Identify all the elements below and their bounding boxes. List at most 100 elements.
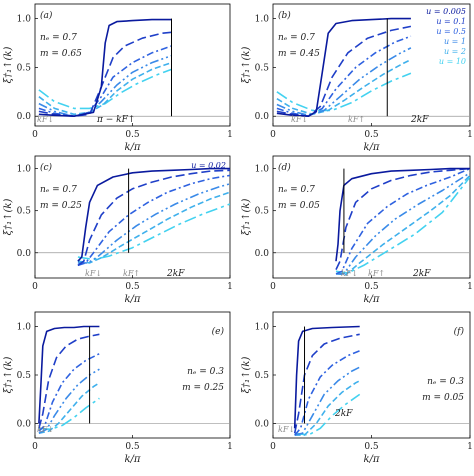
series-line-u-2 xyxy=(335,174,470,276)
y-tick-label: 1.0 xyxy=(17,323,32,333)
panel-param: nₑ = 0.7 xyxy=(40,33,77,43)
legend-entry-u-1: u = 1 xyxy=(444,37,466,46)
series-line-u-0.5 xyxy=(38,45,172,117)
panel-tag: (f) xyxy=(454,326,465,337)
x-axis-label: k/π xyxy=(363,294,379,305)
panel-b: 0 0.5 1 0.0 0.5 1.0 k/π ξ†₁↑(k) (b) nₑ = 0.7 m = 0… xyxy=(241,3,473,153)
y-tick-label: 1.0 xyxy=(255,15,270,25)
y-tick-label: 1.0 xyxy=(17,165,32,175)
annotation: u = 0.02 xyxy=(191,161,226,170)
series-line-u-0.1 xyxy=(335,167,470,270)
panel-param: nₑ = 0.3 xyxy=(427,377,464,387)
series-line-u-2 xyxy=(276,58,412,116)
x-tick-label: 1 xyxy=(227,130,233,140)
y-axis-label: ξ†₁↑(k) xyxy=(3,357,14,394)
x-tick-label: 1 xyxy=(227,442,233,452)
y-axis-label: ξ†₁↑(k) xyxy=(3,199,14,236)
x-axis-label: k/π xyxy=(363,142,379,153)
y-tick-label: 0.5 xyxy=(255,371,270,381)
axes-frame xyxy=(34,155,231,279)
y-axis-label: ξ†₁↑(k) xyxy=(241,199,252,236)
series-line-u-10 xyxy=(38,397,100,431)
panel-c: 0 0.5 1 0.0 0.5 1.0 k/π ξ†₁↑(k) (c) nₑ = 0.7 m = 0… xyxy=(3,155,233,305)
panel-param: m = 0.25 xyxy=(182,383,224,393)
y-tick-label: 1.0 xyxy=(255,323,270,333)
x-axis-label: k/π xyxy=(124,454,140,465)
series-line-u-0.5 xyxy=(77,174,230,267)
panel-param: nₑ = 0.7 xyxy=(40,185,77,195)
x-axis-label: k/π xyxy=(363,454,379,465)
annotation: 2kF xyxy=(334,409,353,419)
series-line-u-0.1 xyxy=(77,169,230,267)
x-tick-label: 0 xyxy=(270,130,276,140)
x-axis-label: k/π xyxy=(124,294,140,305)
panel-tag: (c) xyxy=(40,162,53,173)
legend-entry-u-10: u = 10 xyxy=(439,57,466,66)
axes-frame xyxy=(34,3,231,127)
panel-param: nₑ = 0.7 xyxy=(278,33,315,43)
y-tick-label: 0.0 xyxy=(17,419,32,429)
x-tick-label: 0 xyxy=(32,442,38,452)
legend-entry-u-0.5: u = 0.5 xyxy=(436,27,466,36)
y-tick-label: 0.0 xyxy=(255,249,270,259)
panel-param: nₑ = 0.7 xyxy=(278,185,315,195)
panel-a: 0 0.5 1 0.0 0.5 1.0 k/π ξ†₁↑(k) (a) nₑ = 0.7 m = 0… xyxy=(3,3,233,153)
panel-tag: (b) xyxy=(278,10,291,21)
annotation: kF↓ xyxy=(37,115,54,124)
y-tick-label: 0.0 xyxy=(255,112,270,122)
x-tick-label: 0 xyxy=(270,442,276,452)
x-tick-label: 1 xyxy=(467,130,473,140)
annotation: π − kF↑ xyxy=(96,115,135,125)
series-line-u-0.005 xyxy=(276,17,411,117)
y-axis-label: ξ†₁↑(k) xyxy=(241,47,252,84)
x-tick-label: 1 xyxy=(227,282,233,292)
y-tick-label: 1.0 xyxy=(17,15,32,25)
x-tick-label: 0.5 xyxy=(364,442,379,452)
panel-d: 0 0.5 1 0.0 0.5 1.0 k/π ξ†₁↑(k) (d) nₑ = 0.7 m = 0… xyxy=(241,155,473,305)
annotation: kF↓ xyxy=(85,269,102,278)
x-tick-label: 1 xyxy=(467,442,473,452)
annotation: kF↑ xyxy=(368,269,385,278)
series-line-u-10 xyxy=(276,72,412,112)
series-line-u-0.005 xyxy=(335,167,470,262)
x-tick-label: 0.5 xyxy=(125,130,140,140)
series-line-u-1 xyxy=(276,47,412,117)
y-axis-label: ξ†₁↑(k) xyxy=(241,357,252,394)
panel-param: m = 0.25 xyxy=(40,201,82,211)
panel-tag: (d) xyxy=(278,162,291,173)
x-axis-label: k/π xyxy=(124,142,140,153)
annotation: kF↓ xyxy=(291,115,308,124)
panel-param: m = 0.65 xyxy=(40,49,82,59)
series-line-u-0.5 xyxy=(335,167,470,275)
x-tick-label: 0 xyxy=(32,130,38,140)
annotation: kF↓ xyxy=(341,269,358,278)
series-line-u-10 xyxy=(77,203,230,261)
legend-entry-u-0.005: u = 0.005 xyxy=(426,7,466,16)
series-line-u-10 xyxy=(335,176,470,274)
x-tick-label: 0 xyxy=(270,282,276,292)
x-tick-label: 0.5 xyxy=(125,442,140,452)
y-axis-label: ξ†₁↑(k) xyxy=(3,47,14,84)
series-line-u-0.1 xyxy=(38,31,172,117)
panel-param: m = 0.45 xyxy=(278,49,320,59)
y-tick-label: 0.0 xyxy=(17,249,32,259)
series-line-u-1 xyxy=(336,172,470,275)
panel-param: m = 0.05 xyxy=(278,201,320,211)
annotation: kF↓ xyxy=(37,425,54,434)
series-line-u-0.5 xyxy=(38,352,100,432)
panel-e: 0 0.5 1 0.0 0.5 1.0 k/π ξ†₁↑(k) (e) nₑ = 0.3 m = 0… xyxy=(3,311,233,465)
series-line-u-2 xyxy=(38,382,100,434)
y-tick-label: 0.0 xyxy=(17,112,32,122)
annotation: kF↓ xyxy=(278,425,295,434)
y-tick-label: 0.5 xyxy=(255,63,270,73)
y-tick-label: 0.5 xyxy=(17,63,32,73)
series-line-u-2 xyxy=(294,380,361,436)
x-tick-label: 1 xyxy=(467,282,473,292)
y-tick-label: 0.5 xyxy=(255,207,270,217)
panel-param: nₑ = 0.3 xyxy=(187,367,224,377)
annotation: kF↑ xyxy=(348,115,365,124)
series-line-u-1 xyxy=(294,366,361,436)
y-tick-label: 0.5 xyxy=(17,371,32,381)
